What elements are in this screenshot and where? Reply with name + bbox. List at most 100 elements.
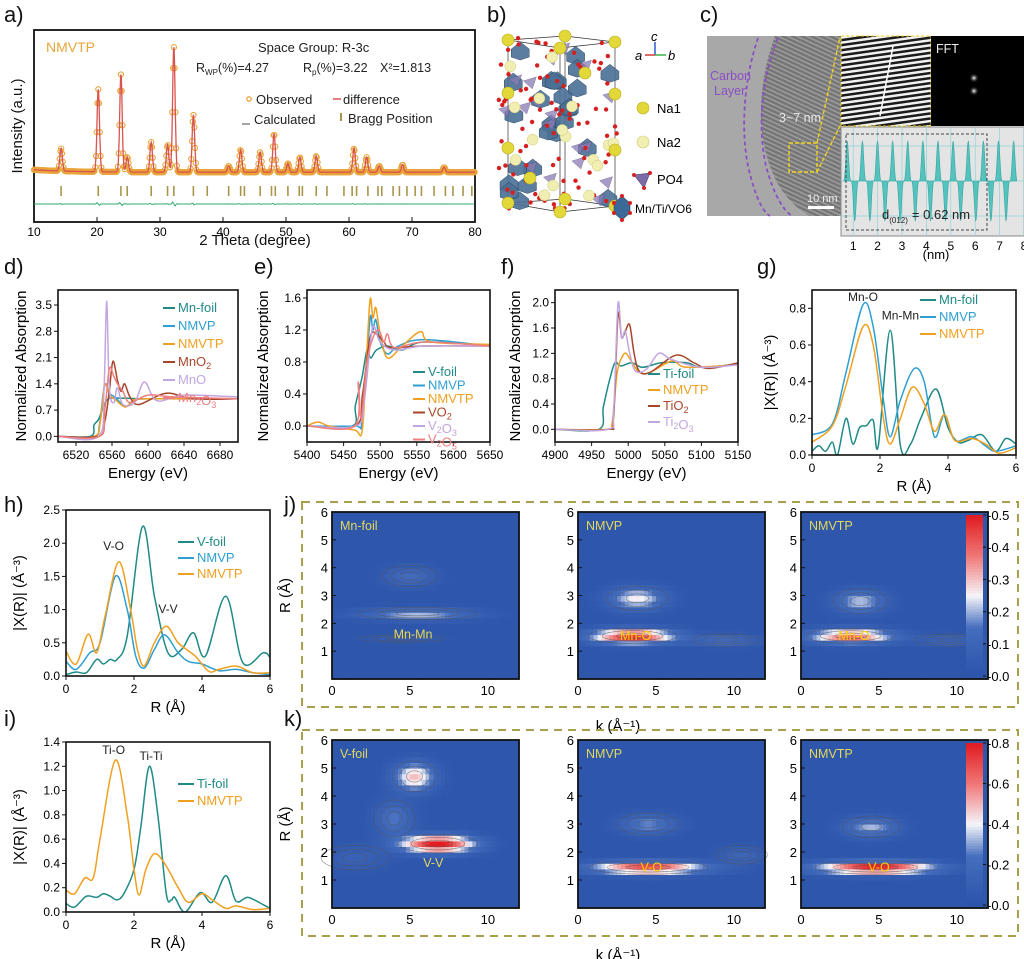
heatmap-cell [398, 512, 403, 519]
series-ti-foil [66, 765, 270, 912]
heatmap-cell [620, 645, 626, 652]
heatmap-cell [464, 634, 469, 641]
heatmap-cell [452, 573, 458, 580]
heatmap-cell [640, 628, 645, 636]
heatmap-cell [851, 567, 857, 574]
heatmap-cell [917, 562, 923, 569]
heatmap-cell [370, 584, 376, 591]
heatmap-cell [729, 556, 735, 563]
heatmap-cell [417, 545, 423, 552]
heatmap-cell [710, 617, 715, 624]
heatmap-cell [906, 556, 911, 563]
heatmap-cell [495, 528, 501, 535]
heatmap-cell [824, 589, 829, 597]
heatmap-cell [628, 606, 634, 613]
heatmap-cell [706, 645, 712, 652]
heatmap-cell [871, 528, 876, 535]
heatmap-cell [406, 534, 411, 541]
heatmap-cell [624, 573, 630, 580]
heatmap-cell [902, 534, 907, 541]
heatmap-cell [359, 667, 364, 675]
heatmap-cell [902, 573, 907, 580]
heatmap-cell [495, 534, 501, 541]
heatmap-cell [374, 589, 380, 597]
heatmap-cell [351, 512, 356, 519]
heatmap-cell [624, 595, 630, 602]
heatmap-cell [636, 645, 641, 652]
heatmap-cell [702, 584, 708, 591]
heatmap-cell [413, 673, 419, 680]
heatmap-cell [886, 556, 892, 563]
heatmap-cell [753, 528, 758, 535]
heatmap-cell [714, 612, 719, 619]
heatmap-cell [886, 667, 892, 675]
heatmap-cell [624, 628, 630, 636]
heatmap-cell [421, 545, 427, 552]
heatmap-cell [820, 612, 825, 619]
heatmap-cell [515, 628, 520, 636]
heatmap-cell [507, 651, 512, 658]
heatmap-cell [601, 589, 606, 597]
heatmap-cell [737, 545, 743, 552]
contour-line [713, 637, 739, 643]
heatmap-cell [710, 656, 715, 663]
heatmap-cell [698, 589, 704, 597]
heatmap-cell [589, 578, 595, 585]
heatmap-cell [820, 545, 825, 552]
heatmap-cell [363, 612, 368, 619]
heatmap-cell [847, 528, 853, 535]
heatmap-cell [491, 534, 497, 541]
heatmap-cell [714, 556, 719, 563]
heatmap-cell [390, 628, 395, 636]
heatmap-cell [343, 601, 349, 608]
heatmap-cell [867, 601, 872, 608]
heatmap-cell [452, 601, 458, 608]
heatmap-cell [851, 517, 857, 524]
x-tick-label: 5600 [440, 448, 467, 462]
legend-label: Mn2O3 [178, 390, 216, 410]
heatmap-cell [687, 556, 692, 563]
heatmap-cell [741, 550, 747, 558]
heatmap-cell [406, 667, 411, 675]
heatmap-cell [886, 578, 892, 585]
heatmap-cell [367, 645, 372, 652]
heatmap-cell [836, 523, 841, 530]
heatmap-cell [578, 567, 583, 574]
heatmap-cell [378, 567, 384, 574]
heatmap-cell [761, 673, 766, 680]
heatmap-cell [749, 645, 754, 652]
heatmap-cell [698, 578, 704, 585]
profile-x-ticks: 12345678 [850, 239, 1024, 253]
heatmap-cell [355, 578, 360, 585]
heatmap-cell [655, 550, 661, 558]
heatmap-cell [644, 523, 649, 530]
heatmap-cell [515, 517, 520, 524]
heatmap-cell [910, 645, 915, 652]
heatmap-cell [425, 562, 430, 569]
rp-label: Rp(%)=3.22 [303, 61, 368, 77]
heatmap-cell [737, 556, 743, 563]
heatmap-cell [906, 617, 911, 624]
heatmap-cell [839, 550, 845, 558]
heatmap-cell [855, 556, 861, 563]
heatmap-cell [694, 628, 700, 636]
heatmap-cell [659, 567, 665, 574]
heatmap-cell [710, 612, 715, 619]
heatmap-cell [644, 573, 649, 580]
heatmap-cell [843, 562, 849, 569]
heatmap-cell [917, 667, 923, 675]
heatmap-cell [339, 589, 345, 597]
heatmap-cell [578, 545, 583, 552]
heatmap-cell [359, 562, 364, 569]
heatmap-cell [878, 634, 884, 641]
heatmap-cell [476, 645, 481, 652]
heatmap-cell [882, 662, 888, 669]
panel-label-f: f) [501, 254, 515, 279]
heatmap-cell [832, 584, 837, 591]
heatmap-cell [499, 601, 505, 608]
heatmap-cell [601, 573, 606, 580]
heatmap-cell [757, 556, 762, 563]
heatmap-cell [667, 667, 673, 675]
heatmap-cell [417, 645, 423, 652]
heatmap-cell [851, 651, 857, 658]
